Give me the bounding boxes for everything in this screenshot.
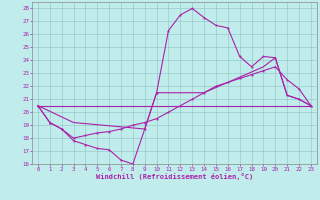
X-axis label: Windchill (Refroidissement éolien,°C): Windchill (Refroidissement éolien,°C) [96,173,253,180]
